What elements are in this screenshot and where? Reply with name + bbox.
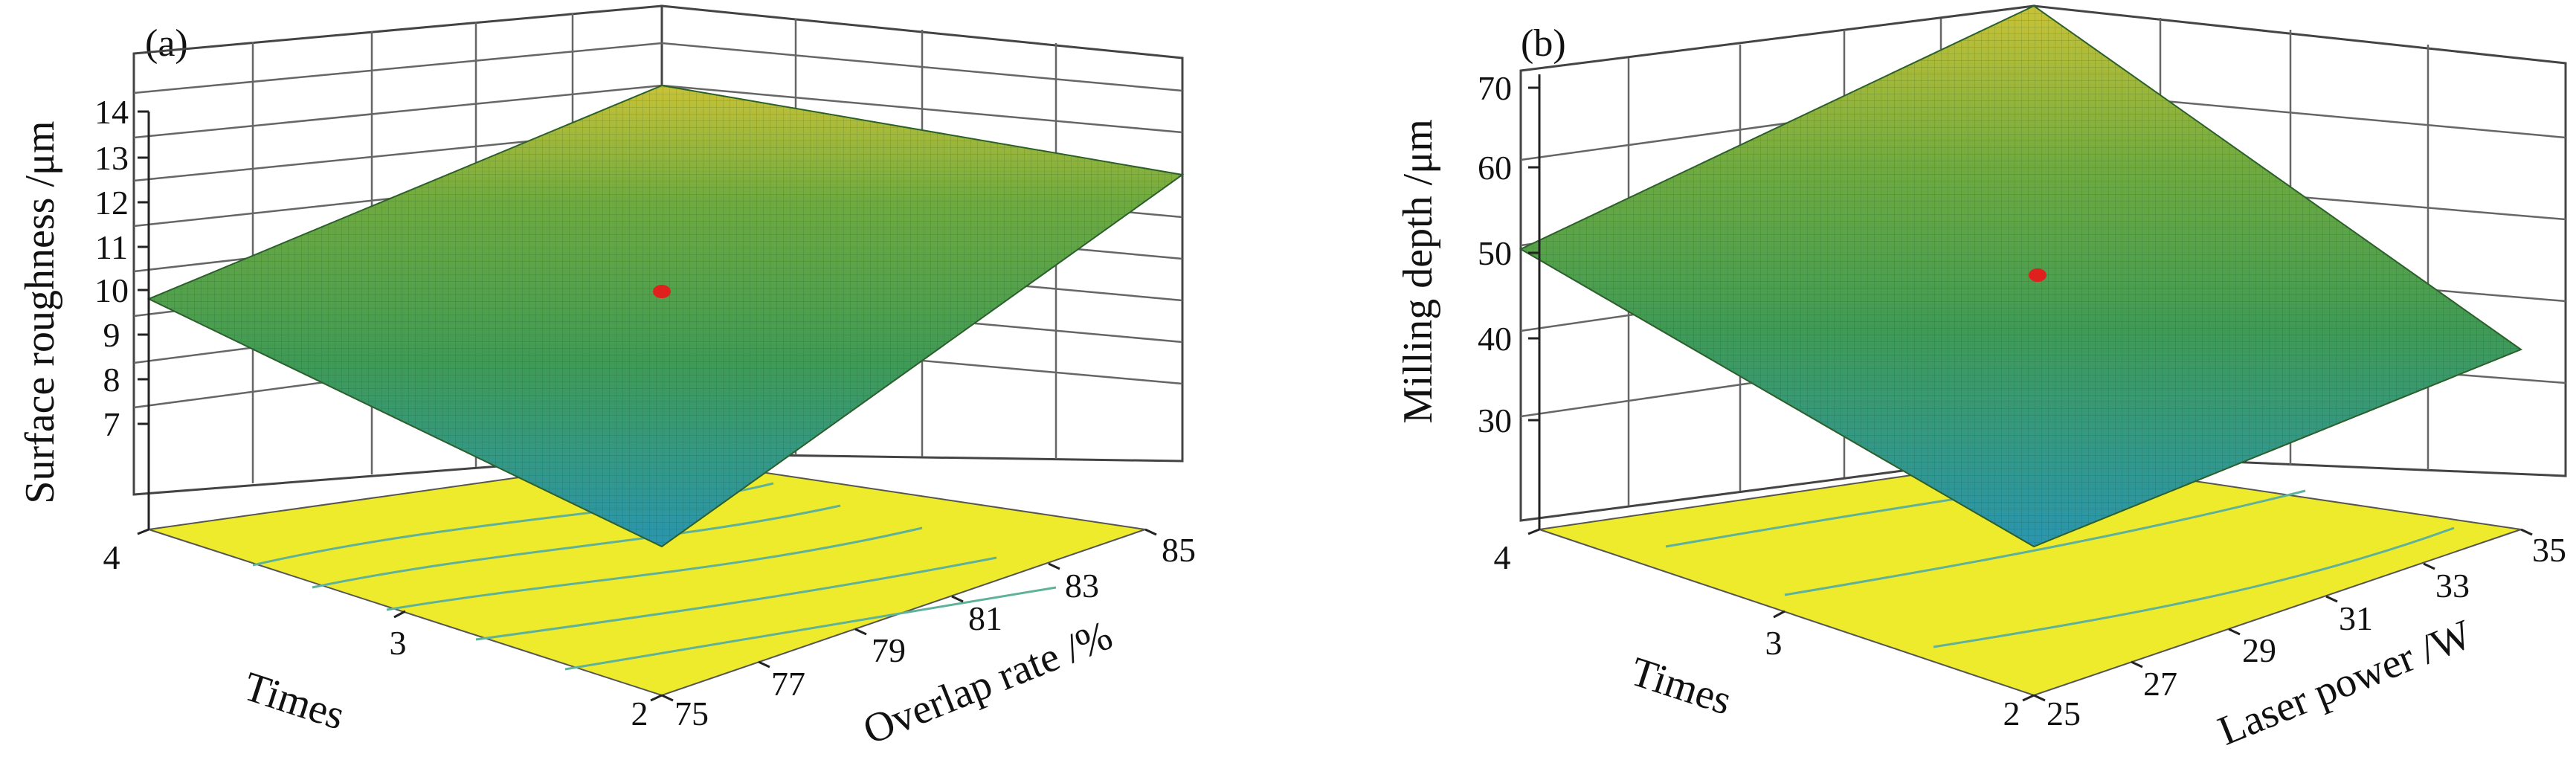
z-tick-b-50: 50 <box>1478 234 1512 272</box>
z-tick-b-60: 60 <box>1478 149 1512 187</box>
x-tick-a-3: 3 <box>390 624 407 662</box>
panel-b: (b) <box>1395 4 2567 755</box>
z-tick-a-9: 9 <box>103 316 120 354</box>
z-axis-label-a: Surface roughness /μm <box>17 120 63 503</box>
x-tick-b-3: 3 <box>1765 624 1783 662</box>
z-tick-b-30: 30 <box>1478 402 1512 439</box>
y-tick-b-35: 35 <box>2532 531 2566 569</box>
x-axis-label-a: Times <box>238 663 350 739</box>
z-tick-a-10: 10 <box>94 271 129 309</box>
z-tick-a-12: 12 <box>94 184 129 222</box>
z-tick-b-40: 40 <box>1478 320 1512 358</box>
z-axis-b: 30 40 50 60 70 Milling depth /μm <box>1395 69 1541 529</box>
x-axis-label-b: Times <box>1625 648 1736 724</box>
panel-label-a: (a) <box>145 22 188 65</box>
center-point-marker-b <box>2029 268 2047 282</box>
panel-label-b: (b) <box>1521 22 1566 65</box>
surface-a <box>146 84 1185 548</box>
z-tick-a-13: 13 <box>94 139 129 177</box>
x-tick-b-2: 2 <box>2003 695 2020 732</box>
y-tick-b-29: 29 <box>2242 631 2276 669</box>
z-axis-a: 7 8 9 10 11 12 13 14 Surface roughness /… <box>17 93 150 529</box>
y-tick-b-25: 25 <box>2047 695 2081 732</box>
y-tick-a-85: 85 <box>1162 531 1196 569</box>
y-tick-b-31: 31 <box>2339 599 2373 637</box>
z-tick-a-14: 14 <box>94 93 129 131</box>
z-tick-a-11: 11 <box>95 228 128 266</box>
z-tick-b-70: 70 <box>1478 69 1512 107</box>
y-tick-b-27: 27 <box>2143 665 2177 703</box>
contour-plane-a <box>137 456 1157 702</box>
center-point-marker-a <box>653 285 671 298</box>
z-axis-label-b: Milling depth /μm <box>1395 119 1441 424</box>
y-tick-a-81: 81 <box>968 599 1002 637</box>
y-tick-a-79: 79 <box>872 631 906 669</box>
z-tick-a-7: 7 <box>103 405 120 443</box>
x-tick-a-2: 2 <box>631 695 648 732</box>
x-tick-a-4: 4 <box>103 538 120 576</box>
x-tick-b-4: 4 <box>1494 538 1511 576</box>
z-tick-a-8: 8 <box>103 361 120 399</box>
y-tick-a-77: 77 <box>771 665 805 703</box>
surface-b <box>1519 4 2523 548</box>
panel-a: (a) <box>17 4 1196 753</box>
y-tick-a-75: 75 <box>674 695 709 732</box>
y-tick-b-33: 33 <box>2435 567 2470 605</box>
y-tick-a-83: 83 <box>1065 567 1099 605</box>
